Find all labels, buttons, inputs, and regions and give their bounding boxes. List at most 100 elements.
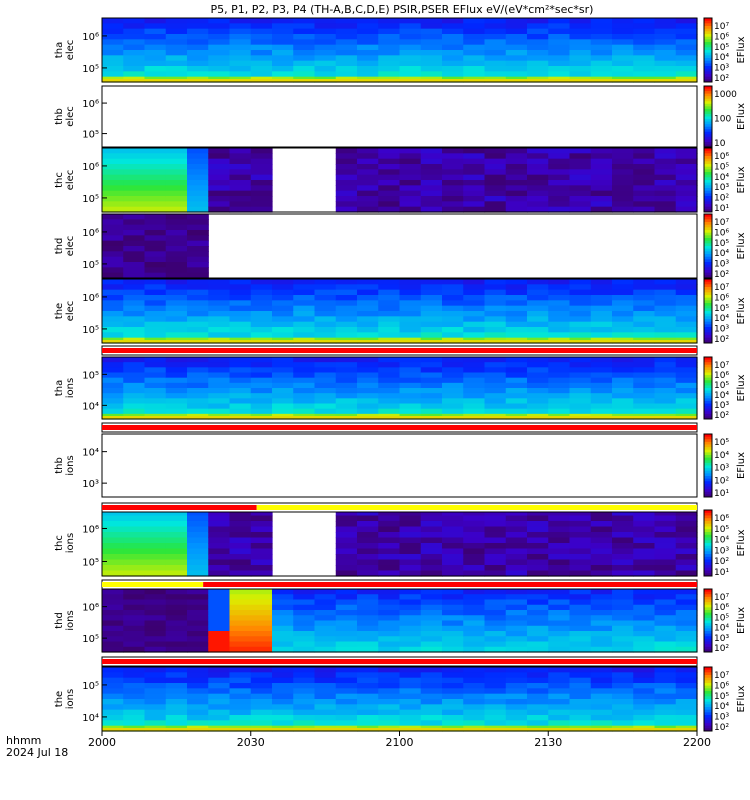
colorbar-swatch <box>704 638 712 642</box>
colorbar-swatch <box>704 625 712 629</box>
spectrogram-cell <box>505 672 528 679</box>
spectrogram-cell <box>357 599 379 606</box>
colorbar-swatch <box>704 98 712 102</box>
spectrogram-cell <box>505 153 528 160</box>
spectrogram-cell <box>442 510 464 517</box>
spectrogram-cell <box>569 28 592 35</box>
spectrogram-cell <box>612 196 634 202</box>
spectrogram-cell <box>548 704 571 711</box>
spectrogram-cell <box>420 594 443 601</box>
spectrogram-cell <box>378 625 401 632</box>
spectrogram-cell <box>165 388 188 394</box>
spectrogram-cell <box>378 554 401 561</box>
spectrogram-cell <box>123 300 146 307</box>
spectrogram-cell <box>527 720 549 727</box>
spectrogram-cell <box>442 332 464 339</box>
spectrogram-cell <box>548 305 571 312</box>
spectrogram-cell <box>505 565 528 572</box>
colorbar-swatch <box>704 303 712 307</box>
spectrogram-cell <box>654 683 677 689</box>
spectrogram-cell <box>442 599 464 606</box>
spectrogram-cell <box>569 305 592 312</box>
spectrogram-cell <box>505 688 528 695</box>
spectrogram-cell <box>208 289 231 296</box>
spectrogram-cell <box>229 284 252 291</box>
spectrogram-cell <box>420 688 443 695</box>
spectrogram-cell <box>123 715 146 721</box>
spectrogram-cell <box>612 570 634 577</box>
spectrogram-cell <box>675 715 698 721</box>
spectrogram-cell <box>399 636 422 643</box>
spectrogram-cell <box>654 625 677 632</box>
spectrogram-cell <box>527 190 549 197</box>
spectrogram-cell <box>484 704 507 711</box>
y-tick-label: 10⁶ <box>82 228 99 239</box>
spectrogram-cell <box>463 377 486 384</box>
colorbar-swatch <box>704 715 712 719</box>
spectrogram-cell <box>420 408 443 415</box>
spectrogram-cell <box>484 559 507 566</box>
spectrogram-cell <box>399 599 422 606</box>
spectrogram-cell <box>633 39 656 46</box>
spectrogram-cell <box>505 693 528 700</box>
spectrogram-cell <box>272 34 294 40</box>
spectrogram-cell <box>123 279 146 285</box>
spectrogram-cell <box>102 699 124 705</box>
spectrogram-cell <box>590 174 613 181</box>
spectrogram-cell <box>590 295 613 301</box>
spectrogram-cell <box>399 300 422 307</box>
spectrogram-cell <box>442 388 464 394</box>
spectrogram-cell <box>272 594 294 601</box>
spectrogram-cell <box>165 532 188 539</box>
spectrogram-cell <box>569 604 592 611</box>
spectrogram-cell <box>187 185 209 192</box>
colorbar-swatch <box>704 615 712 619</box>
spectrogram-cell <box>144 537 167 544</box>
spectrogram-cell <box>633 672 656 679</box>
spectrogram-cell <box>675 169 698 176</box>
spectrogram-cell <box>420 565 443 572</box>
y-tick-label: 10⁶ <box>82 603 99 614</box>
spectrogram-cell <box>633 18 656 24</box>
spectrogram-cell <box>123 720 146 727</box>
spectrogram-cell <box>484 615 507 622</box>
spectrogram-cell <box>144 246 167 252</box>
spectrogram-cell <box>612 641 634 648</box>
spectrogram-cell <box>272 362 294 368</box>
spectrogram-cell <box>590 646 613 653</box>
spectrogram-cell <box>505 185 528 192</box>
spectrogram-cell <box>187 720 209 727</box>
spectrogram-cell <box>633 66 656 72</box>
spectrogram-cell <box>569 403 592 410</box>
spectrogram-cell <box>229 50 252 56</box>
spectrogram-cell <box>357 300 379 307</box>
colorbar-swatch <box>704 332 712 336</box>
colorbar-tick-label: 10⁴ <box>714 391 729 401</box>
spectrogram-cell <box>484 715 507 721</box>
y-tick-label: 10⁶ <box>82 99 99 110</box>
spectrogram-cell <box>399 565 422 572</box>
spectrogram-cell <box>250 641 273 648</box>
spectrogram-cell <box>442 316 464 323</box>
spectrogram-cell <box>569 532 592 539</box>
spectrogram-cell <box>229 677 252 684</box>
spectrogram-cell <box>675 185 698 192</box>
spectrogram-cell <box>399 526 422 533</box>
spectrogram-cell <box>102 219 124 226</box>
spectrogram-cell <box>144 148 167 154</box>
spectrogram-cell <box>548 589 571 595</box>
spectrogram-cell <box>208 589 231 595</box>
spectrogram-cell <box>527 39 549 46</box>
spectrogram-cell <box>654 704 677 711</box>
spectrogram-cell <box>229 295 252 301</box>
spectrogram-cell <box>590 316 613 323</box>
spectrogram-cell <box>335 295 358 301</box>
spectrogram-cell <box>633 289 656 296</box>
spectrogram-cell <box>505 554 528 561</box>
spectrogram-cell <box>420 44 443 51</box>
spectrogram-cell <box>293 367 316 374</box>
colorbar-swatch <box>704 58 712 62</box>
spectrogram-cell <box>548 300 571 307</box>
